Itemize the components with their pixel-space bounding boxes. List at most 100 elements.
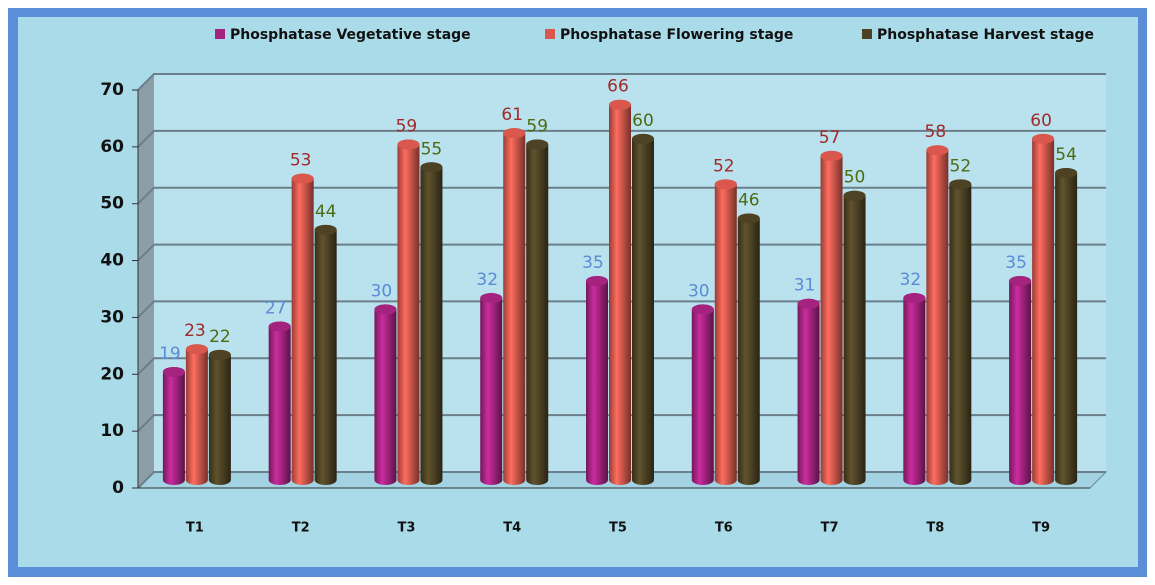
data-label: 52 <box>950 156 972 176</box>
data-label: 57 <box>819 128 841 148</box>
data-label: 30 <box>371 281 393 301</box>
bar-cap <box>820 150 843 161</box>
data-label: 32 <box>476 270 498 290</box>
y-tick-label: 40 <box>100 251 124 271</box>
bar-cap <box>737 213 760 224</box>
y-tick-label: 10 <box>100 421 124 441</box>
legend-swatch <box>215 29 225 39</box>
bar <box>714 179 737 485</box>
data-label: 23 <box>184 321 206 341</box>
grid-line <box>137 471 1106 489</box>
x-tick-label: T1 <box>186 521 204 536</box>
bar-cap <box>1032 133 1055 144</box>
data-label: 46 <box>738 190 760 210</box>
data-label: 66 <box>607 77 629 97</box>
bar-cap <box>185 344 208 355</box>
bar <box>480 293 503 485</box>
grid-line <box>137 357 1106 375</box>
bar <box>797 298 820 485</box>
bar-cap <box>1009 276 1032 286</box>
bar-cap <box>609 99 631 110</box>
bar-cap <box>480 293 503 304</box>
grid-line <box>137 243 1106 262</box>
bar-cap <box>797 298 820 309</box>
grid-line <box>137 129 1106 148</box>
bar <box>691 304 714 485</box>
data-label: 22 <box>209 327 231 347</box>
bar-cap <box>949 179 972 190</box>
bar-cap <box>397 139 420 150</box>
bar <box>586 276 608 485</box>
bar-cap <box>374 304 397 315</box>
bar <box>737 213 760 485</box>
data-label: 35 <box>1005 253 1027 273</box>
data-label: 60 <box>632 111 654 131</box>
x-tick-label: T9 <box>1032 521 1050 536</box>
data-label: 58 <box>925 122 947 142</box>
bar-cap <box>903 293 926 304</box>
data-label: 44 <box>315 202 337 222</box>
bar-cap <box>208 349 231 360</box>
y-tick-label: 20 <box>100 364 124 384</box>
bar-cap <box>314 224 337 235</box>
bar <box>1032 133 1055 485</box>
bar-cap <box>926 145 949 156</box>
side-wall <box>138 74 154 488</box>
data-label: 61 <box>501 105 523 125</box>
bar <box>397 139 420 486</box>
legend-label: Phosphatase Harvest stage <box>877 27 1094 43</box>
bar <box>314 224 337 486</box>
bar <box>162 366 185 485</box>
bar-cap <box>162 366 185 377</box>
bar-cap <box>843 190 866 201</box>
bar <box>1009 276 1032 485</box>
bar-cap <box>291 173 314 184</box>
grid-line <box>137 414 1106 432</box>
data-label: 32 <box>900 270 922 290</box>
bar <box>949 179 972 485</box>
legend-swatch <box>545 29 555 39</box>
bar-cap <box>586 276 608 286</box>
legend-swatch <box>862 29 872 39</box>
data-label: 59 <box>526 117 548 137</box>
bar <box>903 293 926 485</box>
bar <box>820 150 843 485</box>
data-label: 30 <box>688 281 710 301</box>
grid-line <box>137 73 1106 91</box>
bar-cap <box>503 128 526 139</box>
bar <box>268 321 291 485</box>
grid-line <box>137 300 1106 319</box>
bar <box>185 344 208 485</box>
grid-line <box>137 186 1106 205</box>
x-tick-label: T7 <box>821 521 839 536</box>
x-tick-label: T2 <box>292 521 310 536</box>
bar <box>374 304 397 485</box>
bar-cap <box>714 179 737 190</box>
bar <box>208 349 231 485</box>
x-tick-label: T8 <box>926 521 944 536</box>
data-label: 53 <box>290 151 312 171</box>
y-tick-label: 60 <box>100 137 124 157</box>
x-tick-label: T4 <box>503 521 521 536</box>
bar <box>843 190 866 485</box>
legend-label: Phosphatase Vegetative stage <box>230 27 471 43</box>
data-label: 55 <box>421 139 443 159</box>
bar <box>926 145 949 485</box>
data-label: 54 <box>1055 145 1077 165</box>
legend-label: Phosphatase Flowering stage <box>560 27 793 43</box>
bar <box>632 133 654 485</box>
y-tick-label: 70 <box>100 80 124 100</box>
data-label: 59 <box>396 117 418 137</box>
bar <box>503 128 526 485</box>
data-label: 31 <box>794 276 816 296</box>
data-label: 19 <box>159 344 181 364</box>
bar-cap <box>632 133 654 144</box>
bar <box>526 139 549 486</box>
y-tick-label: 30 <box>100 307 124 327</box>
data-label: 60 <box>1030 111 1052 131</box>
bar <box>1055 167 1078 485</box>
bar-cap <box>268 321 291 332</box>
bar <box>291 173 314 485</box>
x-tick-label: T5 <box>609 521 627 536</box>
